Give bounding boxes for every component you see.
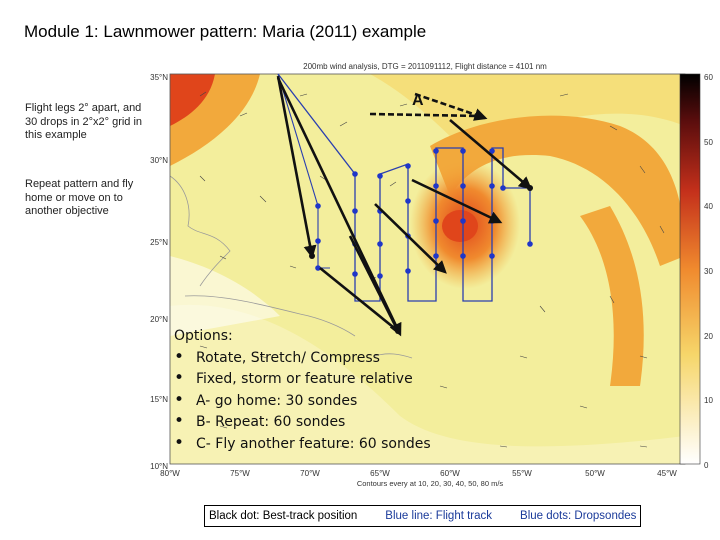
dropsonde	[377, 241, 383, 247]
lat-label-20n: 20°N	[150, 315, 168, 324]
dropsonde	[489, 148, 495, 154]
dropsonde	[352, 208, 358, 214]
side-note-repeat-pattern: Repeat pattern and fly home or move on t…	[25, 178, 134, 217]
slide-title: Module 1: Lawnmower pattern: Maria (2011…	[24, 22, 427, 41]
dropsonde	[433, 218, 439, 224]
option-item: C- Fly another feature: 60 sondes	[174, 433, 494, 456]
route-arrow-a-home	[414, 92, 488, 121]
colorbar-label-30: 30	[704, 267, 713, 276]
dropsonde	[433, 183, 439, 189]
lat-label-25n: 25°N	[150, 238, 168, 247]
dropsonde	[377, 173, 383, 179]
dropsonde	[352, 171, 358, 177]
route-arrow-c2	[411, 178, 503, 224]
lon-label-80w: 80°W	[160, 469, 180, 478]
option-item: Rotate, Stretch/ Compress	[174, 347, 494, 370]
route-arrow-c4	[348, 235, 400, 332]
dropsonde	[500, 185, 506, 191]
colorbar-label-0: 0	[704, 461, 709, 470]
route-arrow-a-leg	[276, 75, 317, 259]
options-list: Rotate, Stretch/ Compress Fixed, storm o…	[174, 347, 494, 456]
lat-label-30n: 30°N	[150, 156, 168, 165]
best-track-dot	[395, 328, 401, 334]
lon-label-45w: 45°W	[657, 469, 677, 478]
lon-label-70w: 70°W	[300, 469, 320, 478]
dropsonde	[460, 183, 466, 189]
colorbar-label-60: 60	[704, 73, 713, 82]
colorbar-label-10: 10	[704, 396, 713, 405]
colorbar-label-50: 50	[704, 138, 713, 147]
dropsonde	[405, 198, 411, 204]
dropsonde	[377, 273, 383, 279]
flight-track-return	[277, 73, 330, 269]
lon-label-65w: 65°W	[370, 469, 390, 478]
route-arrow-c5	[319, 266, 399, 333]
best-track-positions	[309, 185, 533, 334]
legend-black-dot: Black dot: Best-track position	[209, 510, 358, 522]
dropsonde	[489, 183, 495, 189]
dropsonde	[352, 271, 358, 277]
dropsonde	[315, 238, 321, 244]
dropsonde	[315, 203, 321, 209]
lon-label-60w: 60°W	[440, 469, 460, 478]
dropsonde	[405, 163, 411, 169]
dropsonde	[315, 265, 321, 271]
legend-bar: Black dot: Best-track position Blue line…	[204, 505, 642, 527]
lat-label-15n: 15°N	[150, 395, 168, 404]
legend-blue-dots: Blue dots: Dropsondes	[520, 510, 637, 522]
lat-label-10n: 10°N	[150, 462, 168, 471]
best-track-dot	[309, 253, 315, 259]
marker-label-a: A	[412, 92, 424, 109]
option-item: B- Repeat: 60 sondes	[174, 411, 494, 434]
dropsonde	[460, 253, 466, 259]
dropsonde	[405, 268, 411, 274]
legend-blue-line: Blue line: Flight track	[385, 510, 493, 522]
dropsonde	[489, 253, 495, 259]
route-arrow-c1	[449, 119, 532, 190]
lon-label-55w: 55°W	[512, 469, 532, 478]
side-note-flight-legs: Flight legs 2° apart, and 30 drops in 2°…	[25, 102, 143, 141]
dropsonde	[460, 148, 466, 154]
lon-label-50w: 50°W	[585, 469, 605, 478]
flight-track	[277, 73, 531, 302]
option-item: Fixed, storm or feature relative	[174, 368, 494, 391]
dropsonde	[527, 241, 533, 247]
lat-label-35n: 35°N	[150, 73, 168, 82]
route-arrow-c3	[374, 203, 447, 274]
contour-note: Contours every at 10, 20, 30, 40, 50, 80…	[357, 479, 504, 488]
colorbar-label-20: 20	[704, 332, 713, 341]
route-arrow-a-home-2	[369, 112, 481, 118]
options-panel: Options: Rotate, Stretch/ Compress Fixed…	[174, 326, 494, 455]
dropsonde	[433, 148, 439, 154]
colorbar	[679, 73, 701, 465]
colorbar-label-40: 40	[704, 202, 713, 211]
dropsonde	[433, 253, 439, 259]
map-header: 200mb wind analysis, DTG = 2011091112, F…	[303, 62, 547, 71]
dropsonde	[460, 218, 466, 224]
lon-label-75w: 75°W	[230, 469, 250, 478]
best-track-dot	[527, 185, 533, 191]
option-item: A- go home: 30 sondes	[174, 390, 494, 413]
options-title: Options:	[174, 328, 233, 344]
route-arrow-b-leg	[276, 77, 402, 337]
